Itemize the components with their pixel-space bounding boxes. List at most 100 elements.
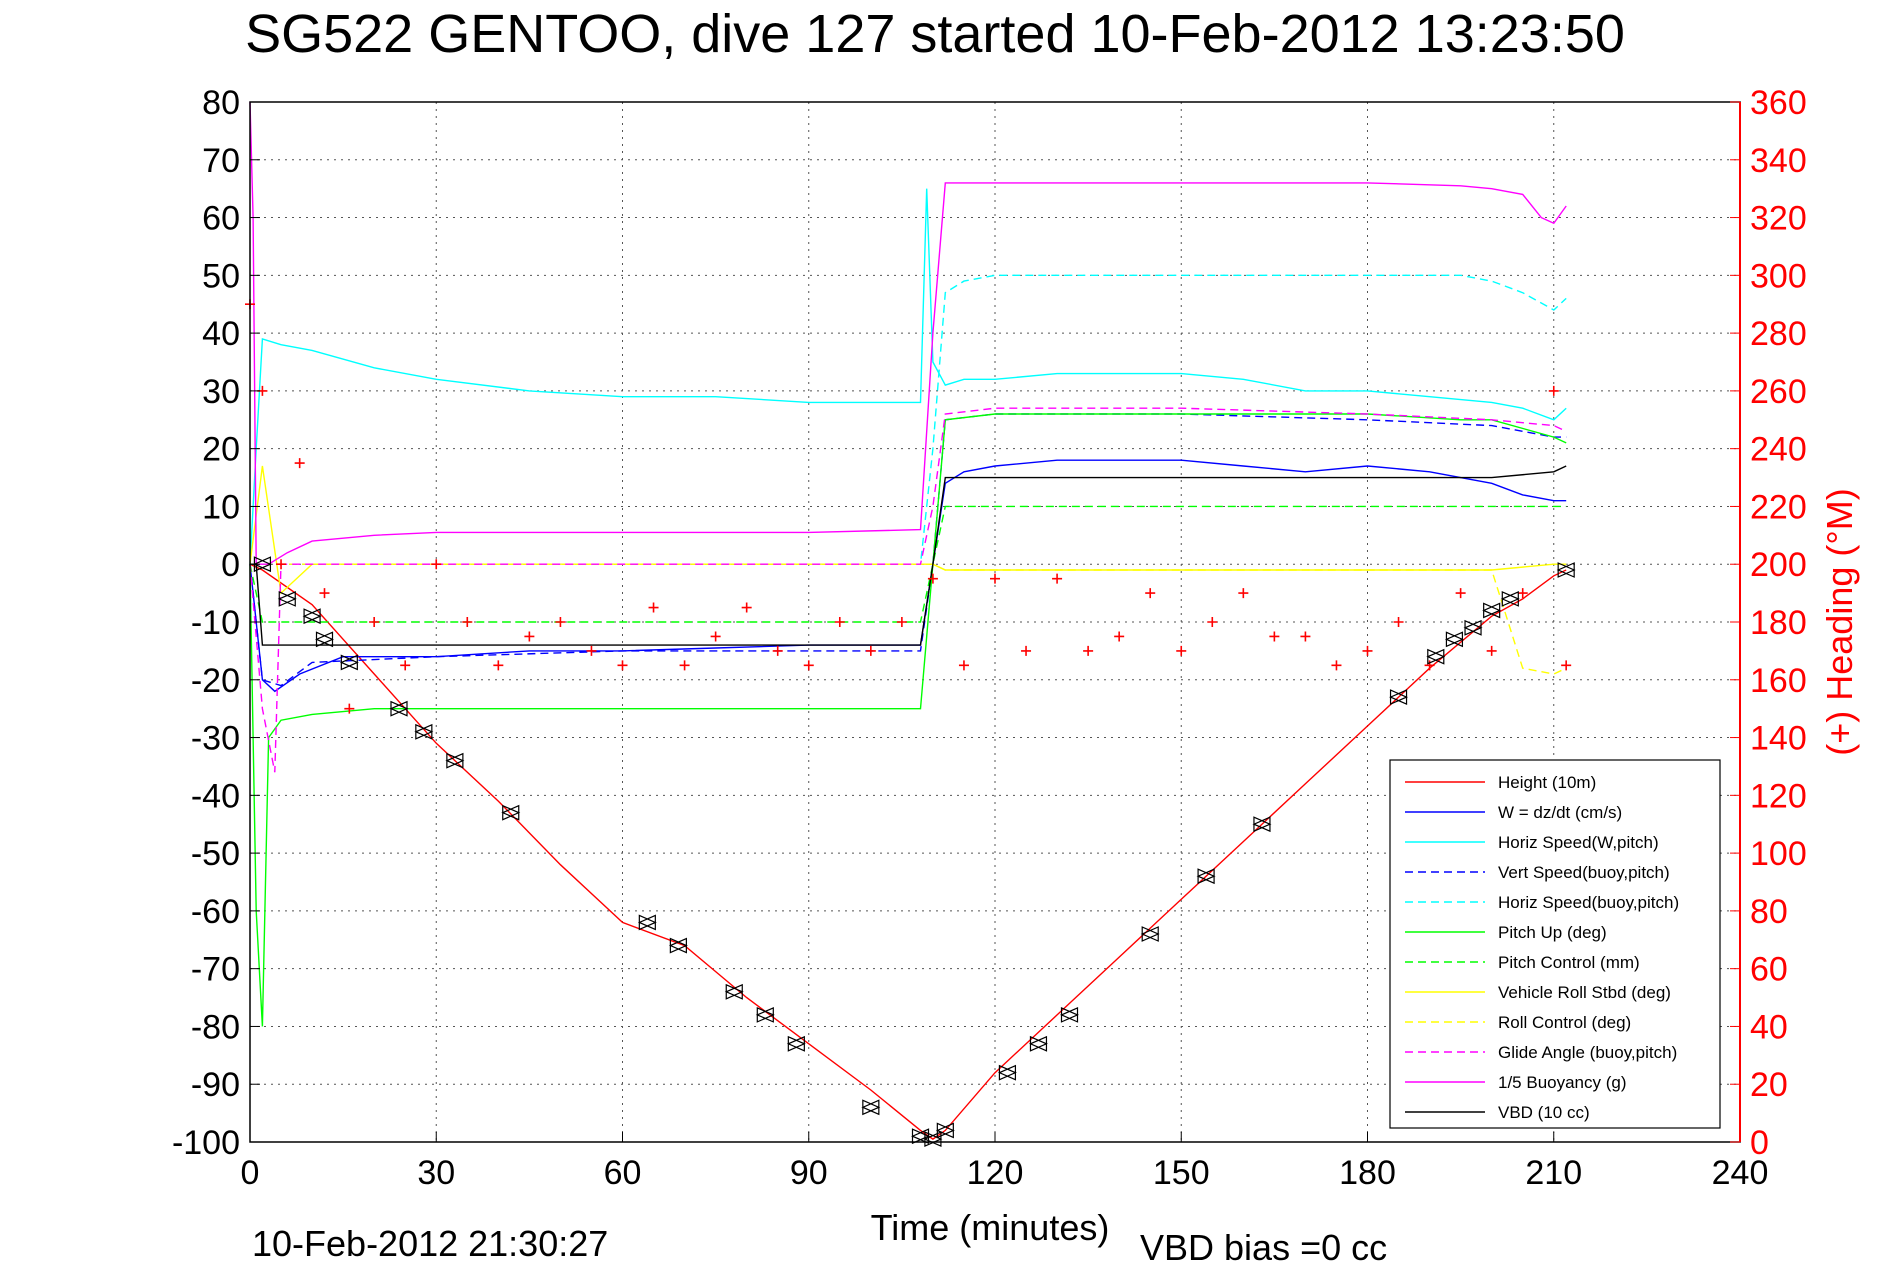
height-marker: [339, 654, 359, 671]
y2-axis-ticks: 3603403203002802602402202001801601401201…: [1730, 84, 1807, 1162]
x-tick-label: 240: [1712, 1154, 1769, 1192]
legend-entry: Pitch Up (deg): [1498, 923, 1607, 942]
x-tick-label: 90: [790, 1154, 828, 1192]
y2-tick-label: 80: [1750, 893, 1788, 931]
legend-entry: Roll Control (deg): [1498, 1013, 1631, 1032]
y-tick-label: 0: [221, 546, 240, 584]
series-horiz-speed-w-pitch: [249, 188, 1567, 565]
y2-tick-label: 300: [1750, 257, 1807, 295]
legend-entry: Glide Angle (buoy,pitch): [1498, 1043, 1677, 1062]
heading-point: [865, 645, 876, 656]
height-marker: [315, 631, 334, 648]
height-marker: [861, 1099, 881, 1116]
height-marker: [668, 937, 688, 954]
x-tick-label: 180: [1339, 1154, 1396, 1192]
y-tick-label: -30: [191, 720, 240, 758]
heading-point: [1021, 645, 1032, 656]
y2-tick-label: 260: [1750, 373, 1807, 411]
legend-entry: Horiz Speed(buoy,pitch): [1498, 893, 1679, 912]
height-marker: [637, 914, 657, 931]
y2-tick-label: 280: [1750, 315, 1807, 353]
height-marker: [414, 723, 434, 740]
y2-tick-label: 40: [1750, 1008, 1788, 1046]
heading-point: [462, 617, 473, 627]
heading-point: [431, 559, 442, 570]
height-marker: [911, 1128, 930, 1145]
y-tick-label: -10: [191, 604, 240, 642]
heading-point: [555, 617, 566, 627]
y-tick-label: -80: [191, 1008, 240, 1046]
heading-point: [679, 660, 690, 671]
y-tick-label: -100: [172, 1124, 240, 1162]
chart-title: SG522 GENTOO, dive 127 started 10-Feb-20…: [245, 4, 1625, 64]
y2-tick-label: 320: [1750, 200, 1807, 238]
heading-point: [493, 660, 504, 671]
y-tick-label: 80: [202, 84, 240, 122]
heading-point: [617, 660, 628, 671]
height-marker: [1556, 562, 1576, 578]
y-axis-ticks: 80 70 60 50 40 30 20 10 0 -10 -20 -30 -40 -50 -60 -70 -8…: [172, 84, 260, 1162]
height-marker: [445, 752, 465, 769]
x-tick-label: 60: [604, 1154, 642, 1192]
height-marker: [1444, 631, 1464, 648]
x-tick-label: 0: [241, 1154, 260, 1192]
heading-point: [586, 645, 597, 656]
x-tick-label: 120: [967, 1154, 1024, 1192]
y-tick-label: -50: [191, 835, 240, 873]
series-vbd-10-cc: [250, 465, 1567, 646]
heading-point: [1331, 660, 1342, 671]
heading-point: [1362, 645, 1373, 656]
series-w-dz-dt-cm-s: [249, 459, 1567, 693]
heading-point: [896, 617, 907, 627]
y2-tick-label: 180: [1750, 604, 1807, 642]
height-marker: [997, 1064, 1017, 1081]
heading-point: [369, 617, 380, 627]
heading-point: [990, 573, 1000, 584]
y-tick-label: 70: [202, 142, 240, 180]
heading-point: [772, 645, 783, 656]
heading-point: [803, 660, 814, 671]
x-tick-label: 30: [417, 1154, 455, 1192]
y2-tick-label: 160: [1750, 662, 1807, 700]
heading-point: [524, 631, 535, 642]
heading-point: [1561, 660, 1572, 671]
y-tick-label: -40: [191, 777, 240, 815]
height-marker: [1389, 689, 1409, 706]
legend-entry: Vert Speed(buoy,pitch): [1498, 863, 1670, 882]
heading-point: [741, 602, 752, 613]
y2-tick-label: 140: [1750, 720, 1807, 758]
height-marker: [755, 1006, 775, 1023]
height-marker: [1426, 648, 1446, 665]
height-marker: [277, 590, 297, 607]
footer-vbd-bias: VBD bias =0 cc: [1140, 1227, 1387, 1262]
y2-tick-label: 60: [1750, 951, 1788, 989]
height-markers: [252, 556, 1576, 1148]
heading-point: [276, 559, 287, 570]
y2-tick-label: 200: [1750, 546, 1807, 584]
height-marker: [1028, 1035, 1048, 1052]
series-horiz-speed-buoy-pitch: [250, 274, 1567, 565]
heading-point: [834, 617, 845, 627]
legend-entry: VBD (10 cc): [1498, 1103, 1590, 1122]
heading-point: [1207, 617, 1218, 627]
y-tick-label: -20: [191, 662, 240, 700]
y2-tick-label: 340: [1750, 142, 1807, 180]
heading-point: [1300, 631, 1311, 642]
legend-entry: Vehicle Roll Stbd (deg): [1498, 983, 1671, 1002]
y-tick-label: 40: [202, 315, 240, 353]
series-heading: [245, 299, 1572, 714]
legend-entry: W = dz/dt (cm/s): [1498, 803, 1622, 822]
heading-point: [1455, 588, 1466, 599]
y-tick-label: 60: [202, 200, 240, 238]
series-pitch-up-deg: [249, 413, 1567, 1027]
y-tick-label: -60: [191, 893, 240, 931]
y2-tick-label: 120: [1750, 777, 1807, 815]
height-marker: [501, 804, 521, 821]
y2-axis-label: (+) Heading (°M): [1819, 488, 1860, 755]
y2-tick-label: 240: [1750, 431, 1807, 469]
y2-tick-label: 360: [1750, 84, 1807, 122]
heading-point: [1052, 573, 1063, 584]
heading-point: [1269, 631, 1280, 642]
legend-entry: Horiz Speed(W,pitch): [1498, 833, 1659, 852]
height-marker: [724, 983, 744, 1000]
